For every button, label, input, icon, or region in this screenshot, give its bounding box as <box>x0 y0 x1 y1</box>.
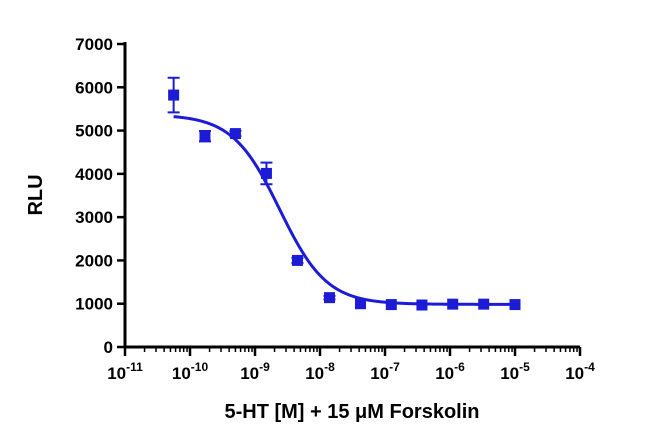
x-tick-base: 10 <box>435 364 454 383</box>
y-ticks: 0 1000 2000 3000 4000 5000 6000 7000 <box>75 35 125 357</box>
data-point <box>509 299 521 311</box>
axes <box>123 42 580 349</box>
data-point <box>416 299 428 311</box>
y-tick-label: 4000 <box>75 165 113 184</box>
x-tick-base: 10 <box>107 364 126 383</box>
y-tick-label: 5000 <box>75 122 113 141</box>
x-ticks: 10-11 10-10 10-9 10-8 10-7 10-6 10-5 10-4 <box>107 347 595 383</box>
x-tick-base: 10 <box>240 364 259 383</box>
y-tick-label: 7000 <box>75 35 113 54</box>
x-tick-exponent: -8 <box>324 360 335 374</box>
fit-curve <box>173 115 515 306</box>
y-tick-label: 0 <box>104 338 113 357</box>
data-point <box>199 130 211 142</box>
x-axis-title: 5-HT [M] + 15 μM Forskolin <box>224 401 479 423</box>
data-point <box>229 128 241 140</box>
data-point <box>291 254 303 266</box>
y-tick-label: 2000 <box>75 251 113 270</box>
x-tick-label: 10-8 <box>305 360 335 383</box>
x-tick-base: 10 <box>370 364 389 383</box>
y-tick-label: 6000 <box>75 78 113 97</box>
x-tick-exponent: -6 <box>454 360 465 374</box>
x-tick-base: 10 <box>172 364 191 383</box>
data-point <box>260 167 272 179</box>
x-tick-label: 10-9 <box>240 360 270 383</box>
x-tick-exponent: -4 <box>584 360 595 374</box>
x-tick-label: 10-5 <box>500 360 530 383</box>
data-markers <box>168 89 521 311</box>
y-axis-title: RLU <box>25 174 47 215</box>
x-tick-base: 10 <box>565 364 584 383</box>
x-tick-exponent: -11 <box>126 360 143 374</box>
data-point <box>168 89 180 101</box>
data-point <box>478 298 490 310</box>
x-tick-label: 10-11 <box>107 360 143 383</box>
data-point <box>447 298 459 310</box>
data-point <box>385 299 397 311</box>
x-tick-base: 10 <box>500 364 519 383</box>
data-point <box>355 298 367 310</box>
y-tick-label: 3000 <box>75 208 113 227</box>
x-tick-exponent: -10 <box>191 360 209 374</box>
x-tick-label: 10-7 <box>370 360 400 383</box>
data-point <box>323 292 335 304</box>
y-tick-label: 1000 <box>75 295 113 314</box>
x-tick-label: 10-6 <box>435 360 465 383</box>
x-tick-label: 10-4 <box>565 360 595 383</box>
x-tick-label: 10-10 <box>172 360 209 383</box>
x-tick-exponent: -9 <box>259 360 270 374</box>
x-tick-exponent: -5 <box>519 360 530 374</box>
x-tick-exponent: -7 <box>389 360 400 374</box>
x-tick-base: 10 <box>305 364 324 383</box>
